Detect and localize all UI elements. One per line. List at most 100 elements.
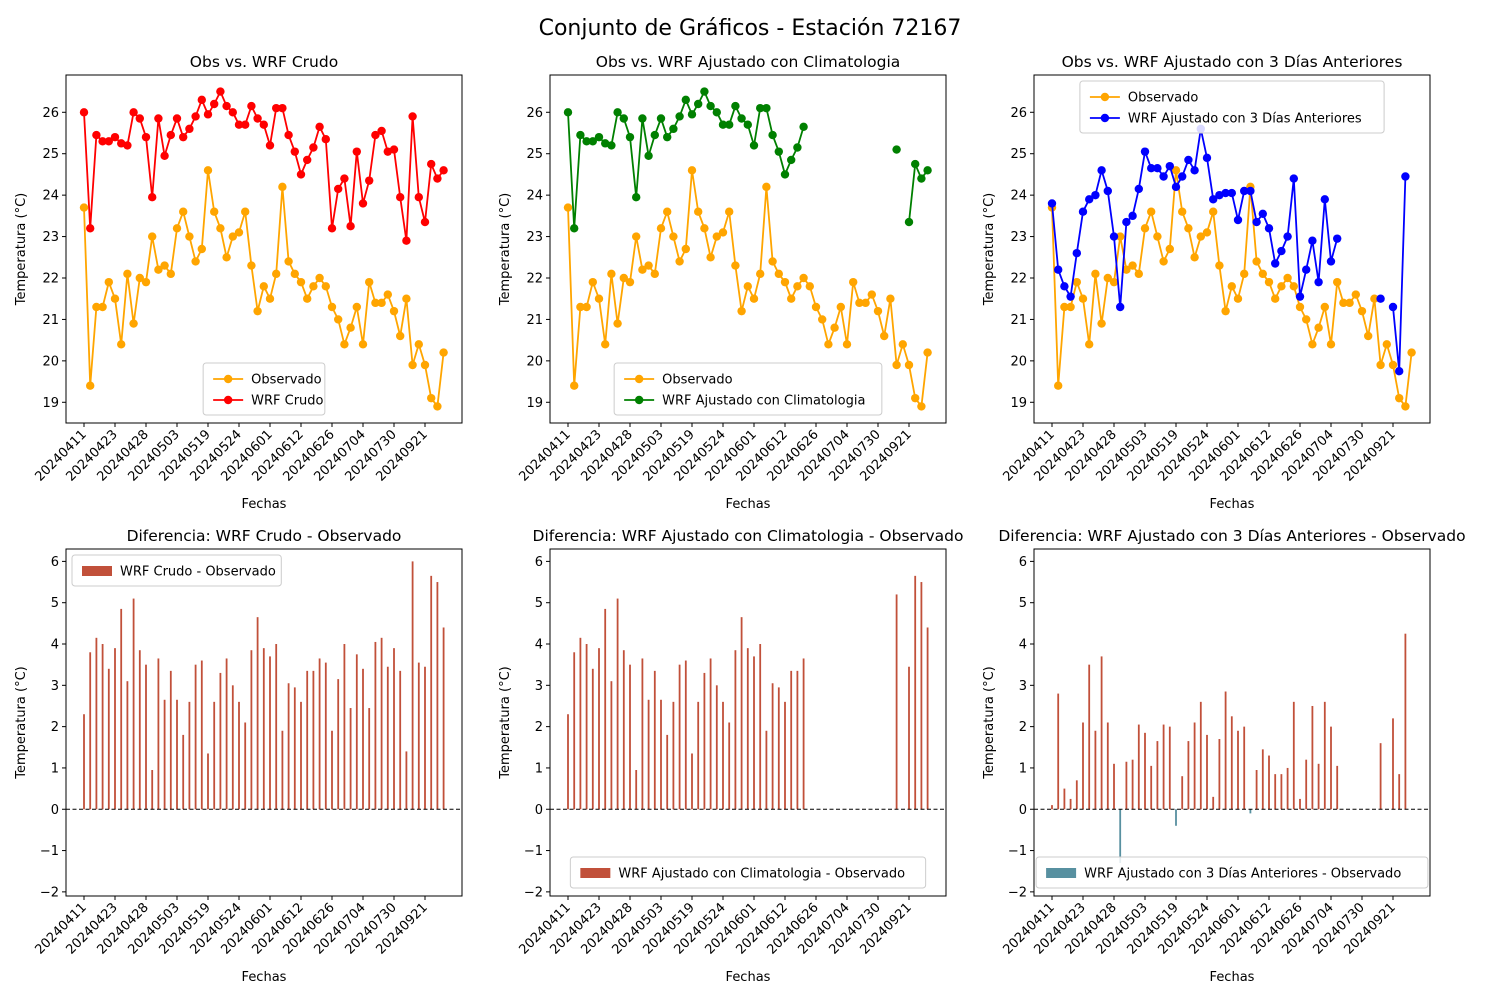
- data-point: [1364, 331, 1373, 341]
- legend-handle-marker: [223, 395, 233, 405]
- bar: [194, 664, 197, 810]
- data-point: [253, 114, 262, 123]
- bar: [629, 664, 631, 810]
- legend: WRF Crudo - Observado: [71, 554, 282, 587]
- y-tick-label: 21: [1010, 313, 1027, 328]
- bar: [1131, 759, 1134, 810]
- data-point: [911, 159, 920, 169]
- bar: [405, 751, 408, 810]
- data-point: [1271, 259, 1280, 268]
- data-point: [1122, 217, 1131, 227]
- data-point: [842, 340, 852, 349]
- subplot-title: Obs vs. WRF Crudo: [190, 53, 338, 71]
- data-point: [644, 261, 653, 270]
- legend-label: WRF Ajustado con 3 Días Anteriores: [1128, 112, 1362, 127]
- bar: [157, 658, 160, 810]
- bar: [138, 650, 141, 810]
- data-point: [923, 348, 932, 357]
- data-point: [371, 298, 380, 308]
- bar: [1168, 726, 1171, 810]
- figure-title: Conjunto de Gráficos - Estación 72167: [538, 16, 962, 41]
- data-point: [1047, 199, 1057, 208]
- bar: [1280, 774, 1283, 810]
- bar: [114, 648, 116, 810]
- data-point: [1289, 282, 1299, 291]
- y-tick-label: 25: [42, 147, 59, 162]
- data-point: [79, 108, 89, 117]
- bar: [132, 598, 135, 810]
- data-point: [1283, 232, 1292, 241]
- data-point: [290, 269, 299, 279]
- series-1: [567, 575, 929, 810]
- bar: [585, 644, 588, 810]
- bar: [672, 701, 675, 810]
- data-point: [700, 87, 709, 96]
- data-point: [228, 108, 237, 117]
- data-point: [799, 273, 808, 283]
- data-point: [191, 112, 200, 121]
- bar: [759, 644, 762, 810]
- data-point: [203, 166, 213, 175]
- y-tick-label: 5: [1019, 596, 1027, 611]
- data-point: [911, 393, 920, 403]
- bar: [1311, 705, 1314, 810]
- data-point: [1395, 393, 1404, 403]
- data-point: [408, 112, 417, 121]
- data-point: [904, 360, 914, 370]
- data-point: [780, 277, 790, 287]
- legend-handle-marker: [1100, 92, 1110, 102]
- data-point: [1221, 306, 1230, 316]
- data-point: [594, 294, 604, 303]
- x-axis-label: Fechas: [1210, 970, 1255, 985]
- y-tick-label: 20: [526, 354, 543, 369]
- data-point: [898, 340, 907, 349]
- bar: [914, 575, 917, 810]
- data-point: [1178, 207, 1187, 216]
- data-point: [712, 232, 721, 241]
- data-point: [340, 174, 349, 183]
- y-tick-label: 22: [526, 272, 543, 287]
- data-point: [352, 302, 361, 312]
- data-point: [1147, 164, 1156, 173]
- data-point: [104, 277, 114, 287]
- legend: Observado WRF Ajustado con Climatologia: [613, 362, 883, 416]
- bar: [1336, 765, 1339, 810]
- y-tick-label: 3: [1019, 679, 1027, 694]
- data-point: [818, 315, 827, 324]
- data-point: [892, 145, 901, 154]
- data-point: [904, 217, 914, 227]
- subplot-3: Obs vs. WRF Ajustado con 3 Días Anterior…: [982, 53, 1431, 512]
- data-point: [1333, 234, 1342, 243]
- data-point: [1060, 282, 1069, 291]
- data-point: [1109, 232, 1119, 241]
- bar: [1057, 693, 1060, 810]
- bar: [1162, 724, 1165, 810]
- bar: [349, 708, 352, 810]
- subplot-title: Obs vs. WRF Ajustado con 3 Días Anterior…: [1062, 53, 1403, 71]
- bar: [567, 714, 569, 810]
- data-point: [86, 224, 95, 233]
- data-point: [607, 269, 616, 279]
- y-tick-label: 4: [1019, 638, 1027, 653]
- data-point: [718, 228, 728, 237]
- data-point: [303, 294, 312, 303]
- data-point: [1122, 265, 1131, 274]
- data-point: [327, 224, 337, 233]
- data-point: [303, 155, 312, 165]
- data-point: [98, 302, 107, 312]
- bar: [207, 753, 209, 810]
- bar: [591, 668, 594, 810]
- data-point: [234, 228, 244, 237]
- data-point: [420, 217, 430, 227]
- subplot-5: Diferencia: WRF Ajustado con Climatologi…: [498, 527, 963, 985]
- series-2: [1047, 124, 1410, 376]
- data-point: [1184, 155, 1193, 165]
- bar: [895, 594, 898, 810]
- data-point: [1103, 273, 1113, 283]
- bar: [200, 660, 203, 810]
- data-point: [1091, 269, 1100, 279]
- data-point: [1308, 340, 1317, 349]
- bar: [231, 685, 234, 810]
- legend: Observado WRF Crudo: [202, 362, 326, 416]
- data-point: [1190, 253, 1199, 262]
